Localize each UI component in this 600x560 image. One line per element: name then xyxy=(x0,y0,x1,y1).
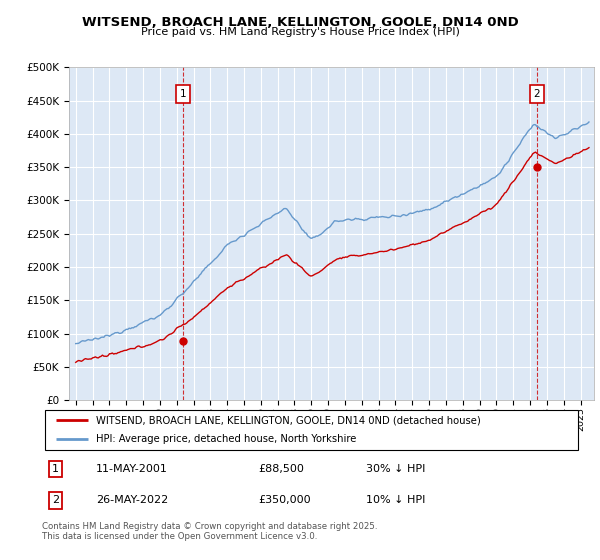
Text: 11-MAY-2001: 11-MAY-2001 xyxy=(96,464,168,474)
Text: 2: 2 xyxy=(533,89,540,99)
Text: 30% ↓ HPI: 30% ↓ HPI xyxy=(366,464,425,474)
Text: WITSEND, BROACH LANE, KELLINGTON, GOOLE, DN14 0ND: WITSEND, BROACH LANE, KELLINGTON, GOOLE,… xyxy=(82,16,518,29)
Text: 2: 2 xyxy=(52,496,59,506)
Text: £88,500: £88,500 xyxy=(258,464,304,474)
Text: 10% ↓ HPI: 10% ↓ HPI xyxy=(366,496,425,506)
Text: 26-MAY-2022: 26-MAY-2022 xyxy=(96,496,168,506)
FancyBboxPatch shape xyxy=(45,410,578,450)
Text: Price paid vs. HM Land Registry's House Price Index (HPI): Price paid vs. HM Land Registry's House … xyxy=(140,27,460,37)
Text: HPI: Average price, detached house, North Yorkshire: HPI: Average price, detached house, Nort… xyxy=(96,435,356,445)
Text: £350,000: £350,000 xyxy=(258,496,311,506)
Text: Contains HM Land Registry data © Crown copyright and database right 2025.
This d: Contains HM Land Registry data © Crown c… xyxy=(42,522,377,542)
Text: WITSEND, BROACH LANE, KELLINGTON, GOOLE, DN14 0ND (detached house): WITSEND, BROACH LANE, KELLINGTON, GOOLE,… xyxy=(96,415,481,425)
Text: 1: 1 xyxy=(52,464,59,474)
Text: 1: 1 xyxy=(179,89,186,99)
